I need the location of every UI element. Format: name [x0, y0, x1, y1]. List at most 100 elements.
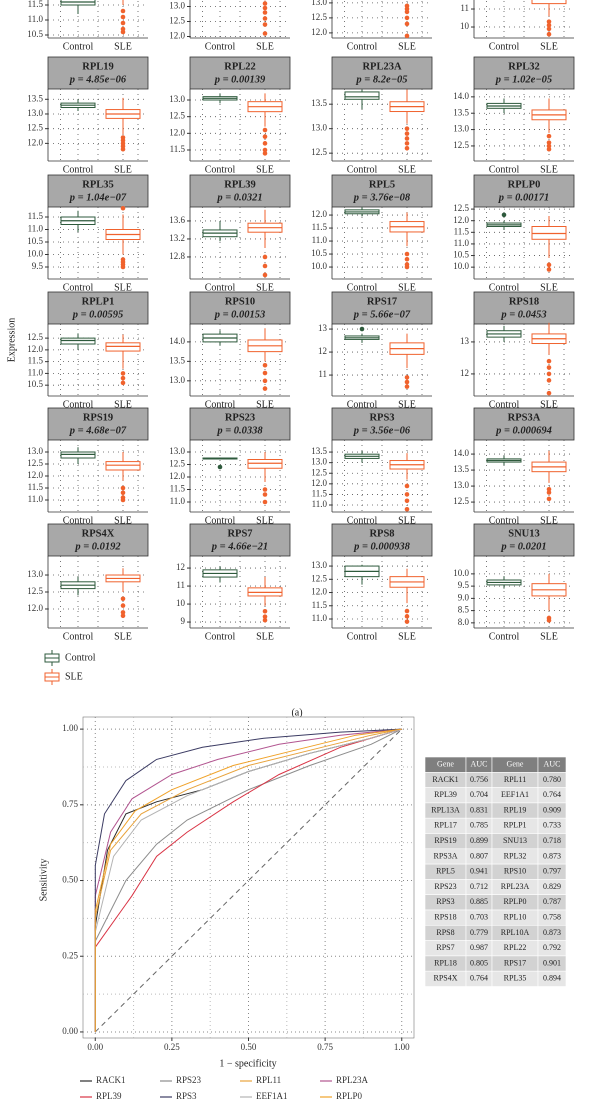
- table-text: RPS8: [436, 928, 454, 937]
- outlier: [404, 379, 410, 385]
- x-tick-label: Control: [63, 41, 94, 52]
- outlier: [262, 134, 268, 139]
- x-tick-label: SLE: [540, 282, 558, 293]
- y-tick-label: 13: [318, 323, 328, 333]
- panel-header: [47, 523, 149, 557]
- table-text: 0.941: [470, 867, 488, 876]
- x-tick-label: SLE: [114, 164, 132, 175]
- table-text: 0.894: [543, 974, 561, 983]
- outlier: [546, 262, 552, 268]
- outlier: [404, 126, 410, 131]
- x-tick-label: Control: [205, 164, 236, 175]
- panel-title: RPL35: [82, 179, 114, 190]
- panel-title: RPL22: [224, 61, 256, 72]
- y-tick-label: 12.0: [27, 603, 43, 613]
- y-tick-label: 10.0: [27, 249, 43, 259]
- outlier: [120, 146, 126, 152]
- panel-header: [473, 56, 575, 90]
- outlier: [120, 14, 126, 20]
- panel-header: [189, 291, 291, 325]
- legend-label: RPS3: [176, 1091, 197, 1101]
- panel-header: [473, 407, 575, 441]
- y-tick-label: 12: [460, 368, 469, 378]
- y-tick-label: 12.0: [311, 587, 327, 597]
- table-text: 0.797: [543, 867, 561, 876]
- y-tick-label: 11.5: [312, 488, 328, 498]
- outlier: [546, 618, 552, 623]
- y-tick-label: 13.5: [311, 446, 327, 456]
- outlier: [546, 133, 552, 139]
- y-tick-label: 12.5: [27, 123, 43, 133]
- y-tick-label: 13.2: [169, 233, 185, 243]
- x-tick-label: Control: [489, 41, 520, 52]
- outlier: [262, 141, 268, 146]
- y-tick-label: 13: [460, 336, 470, 346]
- y-tick-label: 12.5: [27, 586, 43, 596]
- y-tick-label: 13.0: [311, 457, 327, 467]
- outlier: [546, 371, 552, 377]
- y-tick-label: 9.5: [32, 261, 44, 271]
- y-tick-label: 13.5: [169, 355, 185, 365]
- y-tick-label: 10.5: [453, 250, 469, 260]
- table-text: SNU13: [503, 836, 527, 845]
- table-text: RPS3: [436, 897, 454, 906]
- x-tick-label: SLE: [114, 515, 132, 526]
- table-text: RPS23: [434, 882, 456, 891]
- outlier: [546, 22, 552, 28]
- panel-subtitle: p = 0.00171: [498, 192, 550, 203]
- table-text: RPL10A: [501, 928, 530, 937]
- y-tick-label: 13.0: [27, 569, 43, 579]
- y-tick-label: 11.0: [28, 224, 44, 234]
- y-tick-label: 12.5: [453, 140, 469, 150]
- panel-subtitle: p = 3.76e−08: [353, 192, 411, 203]
- panel-header: [331, 56, 433, 90]
- outlier: [262, 151, 268, 156]
- y-tick-label: 9: [181, 616, 186, 626]
- table-text: 0.756: [470, 775, 488, 784]
- x-tick-label: SLE: [398, 515, 416, 526]
- y-tick-label: 10.5: [311, 248, 327, 258]
- x-tick-label: 0.50: [241, 1042, 257, 1052]
- outlier: [546, 365, 552, 370]
- table-text: 0.831: [470, 805, 488, 814]
- outlier: [404, 33, 410, 39]
- roc-curve: [94, 728, 402, 1032]
- x-tick-label: SLE: [256, 515, 274, 526]
- y-tick-label: 12.0: [169, 471, 185, 481]
- y-tick-label: 11.5: [28, 0, 44, 9]
- outlier: [262, 492, 268, 497]
- y-tick-label: 11.0: [454, 238, 470, 248]
- y-tick-label: 12.5: [169, 16, 185, 26]
- y-tick-label: 13.0: [311, 0, 327, 7]
- roc-curve: [94, 728, 402, 1032]
- panel-header: [189, 56, 291, 90]
- y-tick-label: 13.0: [169, 1, 185, 11]
- panel-title: RPS3A: [508, 412, 541, 423]
- x-tick-label: SLE: [256, 41, 274, 52]
- outlier: [262, 487, 268, 492]
- y-tick-label: 12.5: [169, 459, 185, 469]
- y-tick-label: 12.0: [27, 344, 43, 354]
- table-text: RPS4X: [433, 974, 457, 983]
- panel-title: RPL5: [369, 179, 395, 190]
- panel-title: RPS10: [225, 296, 255, 307]
- x-tick-label: Control: [205, 41, 236, 52]
- outlier: [262, 10, 268, 15]
- table-text: 0.901: [543, 958, 561, 967]
- roc-curve: [94, 728, 402, 1032]
- y-tick-label: 10.0: [311, 261, 327, 271]
- legend-label: RACK1: [96, 1075, 126, 1085]
- panel-subtitle: p = 4.66e−21: [211, 541, 268, 552]
- panel-header: [473, 523, 575, 557]
- x-tick-label: SLE: [256, 164, 274, 175]
- table-text: RPLP1: [503, 821, 526, 830]
- outlier: [404, 141, 410, 146]
- y-tick-label: 12.0: [169, 31, 185, 41]
- table-text: RPL23A: [501, 882, 530, 891]
- table-text: RPLP0: [503, 897, 526, 906]
- outlier: [546, 378, 552, 383]
- box: [247, 459, 283, 469]
- y-tick-label: 11.5: [28, 356, 44, 366]
- outlier: [262, 362, 268, 368]
- legend-label: RPL39: [96, 1091, 122, 1101]
